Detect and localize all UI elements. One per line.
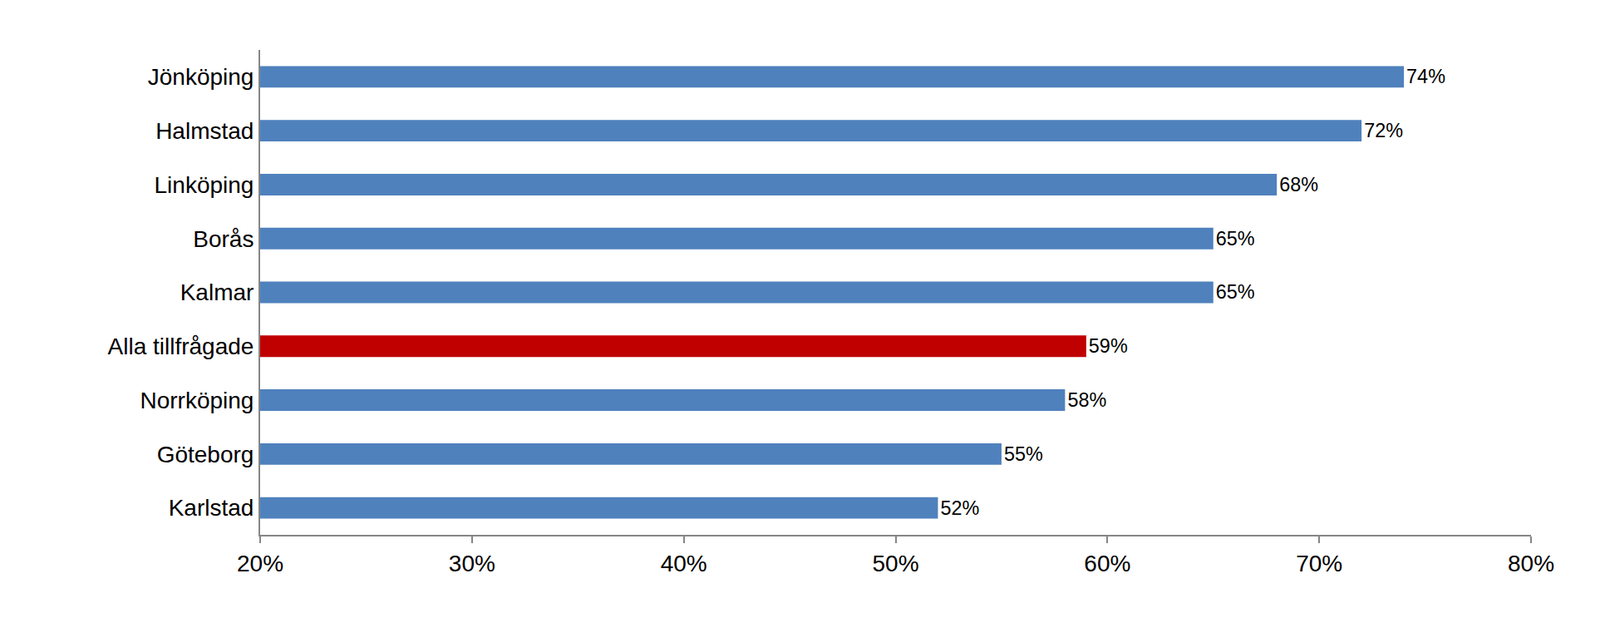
svg-text:65%: 65% — [1216, 227, 1256, 250]
svg-text:Borås: Borås — [192, 226, 254, 252]
svg-text:58%: 58% — [1067, 388, 1107, 411]
svg-text:65%: 65% — [1216, 280, 1256, 303]
svg-text:59%: 59% — [1088, 334, 1128, 357]
svg-text:74%: 74% — [1406, 65, 1446, 88]
svg-text:55%: 55% — [1004, 443, 1044, 465]
svg-text:Karlstad: Karlstad — [168, 494, 255, 521]
svg-text:70%: 70% — [1295, 550, 1343, 576]
svg-text:30%: 30% — [448, 550, 496, 576]
svg-text:52%: 52% — [940, 497, 980, 519]
svg-text:Alla tillfrågade: Alla tillfrågade — [108, 333, 255, 360]
svg-text:72%: 72% — [1363, 119, 1404, 142]
svg-text:80%: 80% — [1507, 550, 1555, 576]
svg-text:50%: 50% — [871, 550, 919, 576]
svg-text:Linköping: Linköping — [154, 172, 255, 198]
svg-text:60%: 60% — [1083, 550, 1131, 576]
svg-text:Halmstad: Halmstad — [155, 118, 254, 144]
svg-text:Norrköping: Norrköping — [139, 387, 254, 414]
svg-text:68%: 68% — [1279, 173, 1319, 196]
svg-text:Göteborg: Göteborg — [157, 441, 255, 468]
svg-text:20%: 20% — [236, 550, 284, 576]
svg-text:Jönköping: Jönköping — [147, 64, 255, 90]
svg-text:Kalmar: Kalmar — [180, 279, 255, 306]
svg-text:40%: 40% — [660, 550, 708, 576]
